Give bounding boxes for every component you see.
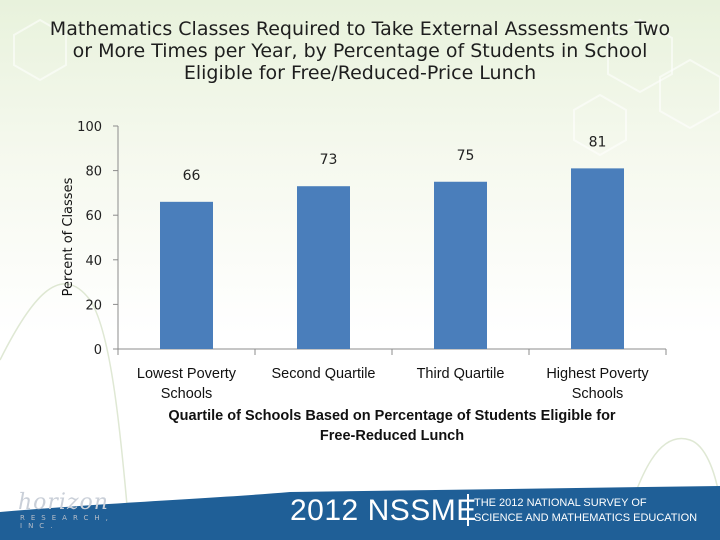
logo-wordmark: horizon [18, 490, 109, 515]
footer-brand: 2012 NSSME [290, 494, 477, 527]
data-label: 66 [183, 168, 201, 184]
x-tick-label: Third Quartile [417, 366, 505, 382]
footer-subtitle-line-2: SCIENCE AND MATHEMATICS EDUCATION [474, 512, 698, 524]
data-label: 75 [457, 148, 475, 164]
x-tick-label: Schools [572, 386, 624, 402]
footer-subtitle: THE 2012 NATIONAL SURVEY OF SCIENCE AND … [474, 496, 720, 526]
data-label: 73 [320, 152, 338, 168]
y-tick-label: 40 [85, 254, 102, 269]
y-axis-title: Percent of Classes [61, 177, 76, 296]
horizon-logo: horizon RESEARCH, INC. [14, 490, 154, 530]
chart-title-line-2: or More Times per Year, by Percentage of… [72, 40, 648, 62]
bar [571, 168, 624, 349]
bar-chart: 0 20 40 60 80 100 66 Lowest Poverty Schools 73 Sec… [61, 120, 667, 444]
logo-subtitle: RESEARCH, INC. [20, 514, 114, 530]
bar [160, 201, 213, 349]
x-tick-label: Second Quartile [272, 366, 376, 382]
footer-separator [467, 494, 469, 526]
chart-title: Mathematics Classes Required to Take Ext… [30, 18, 690, 84]
data-label: 81 [589, 134, 607, 150]
bar [434, 181, 487, 349]
x-tick-label: Highest Poverty [546, 366, 649, 382]
footer-subtitle-line-1: THE 2012 NATIONAL SURVEY OF [474, 497, 647, 509]
x-axis-title-line: Free-Reduced Lunch [320, 428, 464, 444]
footer-band [0, 486, 720, 540]
chart-title-line-3: Eligible for Free/Reduced-Price Lunch [183, 62, 537, 84]
y-tick-label: 60 [85, 209, 102, 224]
y-tick-label: 0 [94, 343, 102, 358]
y-tick-label: 20 [85, 298, 102, 313]
bar [297, 186, 350, 349]
chart-title-line-1: Mathematics Classes Required to Take Ext… [49, 18, 671, 40]
x-axis-title-line: Quartile of Schools Based on Percentage … [168, 408, 616, 424]
x-tick-label: Lowest Poverty [137, 366, 237, 382]
y-tick-label: 100 [77, 120, 102, 135]
y-tick-label: 80 [85, 165, 102, 180]
x-tick-label: Schools [161, 386, 213, 402]
